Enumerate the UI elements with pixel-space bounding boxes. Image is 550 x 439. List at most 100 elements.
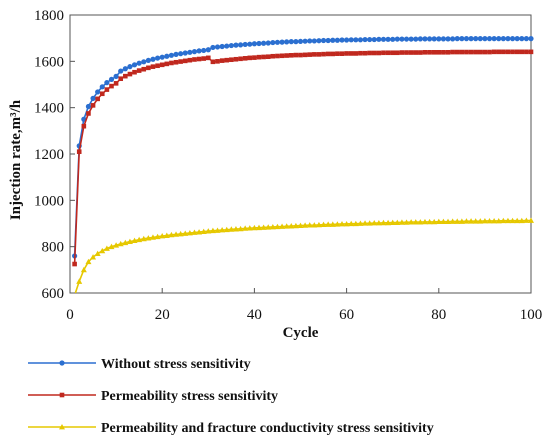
data-point [495, 217, 502, 224]
data-point [90, 103, 96, 108]
data-point [233, 42, 239, 48]
data-point [417, 36, 423, 42]
data-point [279, 39, 285, 45]
data-point [293, 39, 299, 45]
data-point [237, 42, 244, 48]
data-point [228, 226, 235, 232]
data-point [214, 227, 221, 233]
data-point [233, 56, 239, 62]
data-point [117, 240, 124, 247]
data-point [247, 55, 253, 61]
y-tick-label: 800 [42, 240, 65, 256]
data-point [284, 39, 290, 45]
data-point [168, 52, 175, 58]
data-point [491, 217, 498, 224]
data-point [206, 55, 211, 61]
data-point [431, 49, 437, 55]
data-point [413, 36, 419, 42]
data-point [274, 39, 281, 45]
data-point [210, 44, 216, 51]
data-point [486, 217, 493, 224]
x-tick-label: 100 [520, 307, 543, 323]
data-point [85, 103, 92, 110]
data-point [339, 51, 345, 56]
data-point [224, 43, 230, 49]
data-point [196, 48, 202, 54]
data-point [371, 36, 377, 43]
legend-entry: Permeability and fracture conductivity s… [28, 421, 434, 436]
data-point [325, 37, 331, 44]
data-point [159, 54, 165, 60]
data-point [140, 235, 147, 242]
data-point [380, 219, 387, 226]
y-axis-title: Injection rate,m³/h [8, 99, 24, 220]
data-point [375, 220, 382, 226]
data-point [348, 37, 354, 43]
data-point [224, 57, 230, 63]
data-point [131, 62, 138, 68]
data-point [491, 49, 497, 55]
data-point [408, 36, 414, 42]
data-point [205, 47, 211, 53]
data-point [109, 83, 114, 89]
data-point [298, 52, 303, 58]
x-tick-label: 20 [155, 307, 170, 323]
x-tick-label: 0 [66, 307, 74, 323]
x-tick-label: 60 [339, 307, 354, 323]
data-point [132, 69, 137, 75]
data-point [191, 229, 198, 235]
data-point [99, 247, 106, 254]
data-point [214, 44, 221, 50]
data-point [215, 59, 220, 64]
data-point [418, 50, 423, 55]
data-point [256, 54, 262, 60]
data-point [440, 218, 447, 225]
y-tick-label: 600 [42, 286, 65, 302]
data-point [412, 219, 419, 225]
data-point [261, 54, 266, 60]
y-tick-label: 1200 [34, 147, 64, 163]
data-point [468, 36, 474, 42]
series-line [73, 51, 531, 265]
data-point [394, 219, 401, 225]
data-point [376, 50, 382, 56]
data-point [454, 218, 461, 224]
data-point [357, 220, 364, 226]
data-point [523, 36, 529, 42]
data-point [187, 57, 193, 63]
data-point [251, 224, 258, 231]
data-point [169, 60, 174, 66]
data-point [123, 73, 128, 79]
data-point [136, 68, 142, 73]
data-point [270, 39, 276, 46]
data-point [436, 36, 442, 42]
data-point [200, 228, 207, 235]
data-point [238, 56, 243, 62]
data-point [80, 266, 87, 273]
data-point [367, 50, 372, 56]
data-point [422, 49, 428, 55]
data-point [371, 50, 377, 56]
data-point [173, 59, 179, 65]
data-point [450, 49, 455, 55]
data-point [164, 61, 170, 67]
data-point [389, 219, 396, 225]
data-point [496, 49, 502, 55]
data-point [99, 84, 105, 90]
data-point [136, 60, 142, 66]
data-point [348, 220, 355, 227]
data-point [344, 51, 349, 56]
data-point [427, 49, 432, 55]
data-point [431, 218, 438, 225]
data-point [141, 59, 147, 65]
data-point [422, 36, 428, 42]
data-point [292, 222, 299, 229]
data-point [177, 230, 184, 237]
data-point [269, 223, 276, 230]
data-point [288, 53, 294, 58]
data-point [297, 38, 304, 45]
data-point [445, 218, 452, 225]
data-point [362, 220, 369, 226]
data-point [191, 49, 198, 55]
data-point [334, 221, 341, 227]
